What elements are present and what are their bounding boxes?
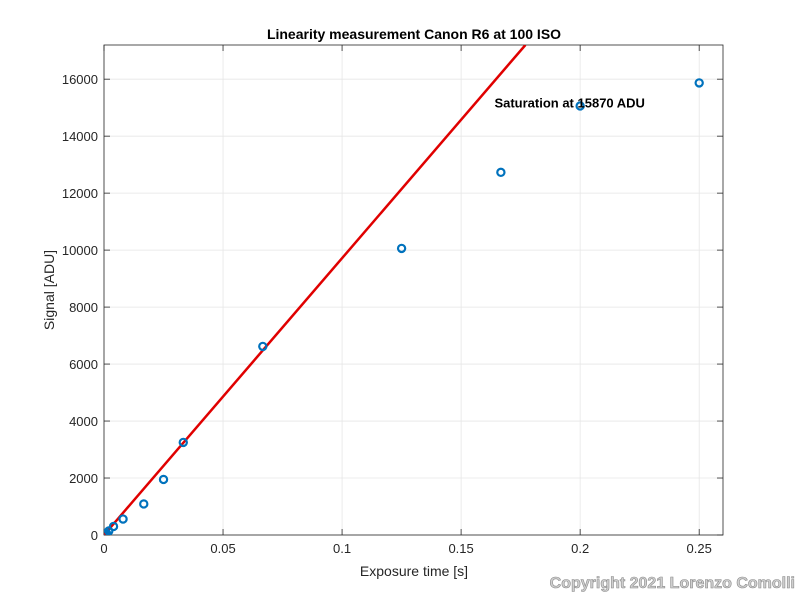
y-axis-label: Signal [ADU] bbox=[41, 250, 57, 330]
axes-box bbox=[103, 44, 724, 536]
data-point bbox=[158, 474, 169, 485]
x-axis-label: Exposure time [s] bbox=[360, 563, 468, 579]
fit-line bbox=[104, 45, 527, 535]
y-tick-label: 2000 bbox=[69, 471, 98, 486]
data-point bbox=[496, 167, 506, 178]
fit-line-layer bbox=[104, 45, 527, 535]
x-tick-label: 0.2 bbox=[571, 541, 589, 556]
y-tick-labels: 0 2000 4000 6000 8000 10000 12000 14000 16000 bbox=[62, 72, 98, 543]
y-tick-label: 6000 bbox=[69, 357, 98, 372]
y-tick-label: 12000 bbox=[62, 186, 98, 201]
annotations: Saturation at 15870 ADU bbox=[494, 96, 645, 111]
saturation-annotation: Saturation at 15870 ADU bbox=[494, 96, 645, 111]
data-point bbox=[139, 499, 149, 509]
x-tick-labels: 0 0.05 0.1 0.15 0.2 0.25 bbox=[100, 541, 711, 556]
x-tick-label: 0.05 bbox=[210, 541, 235, 556]
data-point bbox=[396, 243, 407, 254]
data-points bbox=[104, 78, 704, 535]
y-tick-label: 8000 bbox=[69, 300, 98, 315]
y-tick-label: 10000 bbox=[62, 243, 98, 258]
data-point bbox=[108, 521, 119, 532]
data-point bbox=[575, 101, 585, 111]
chart-title: Linearity measurement Canon R6 at 100 IS… bbox=[267, 26, 561, 42]
data-point bbox=[178, 437, 188, 448]
plot-area bbox=[104, 45, 723, 535]
x-tick-label: 0.25 bbox=[687, 541, 712, 556]
data-point bbox=[118, 514, 128, 524]
y-tick-label: 14000 bbox=[62, 129, 98, 144]
grid bbox=[103, 45, 723, 536]
data-point bbox=[104, 526, 114, 535]
data-point bbox=[694, 78, 704, 88]
y-tick-label: 16000 bbox=[62, 72, 98, 87]
x-tick-label: 0.15 bbox=[448, 541, 473, 556]
x-tick-label: 0 bbox=[100, 541, 107, 556]
data-point bbox=[258, 341, 268, 352]
ticks bbox=[103, 45, 723, 536]
copyright-watermark: Copyright 2021 Lorenzo Comolli bbox=[550, 575, 795, 592]
y-tick-label: 0 bbox=[91, 528, 98, 543]
y-tick-label: 4000 bbox=[69, 414, 98, 429]
x-tick-label: 0.1 bbox=[333, 541, 351, 556]
